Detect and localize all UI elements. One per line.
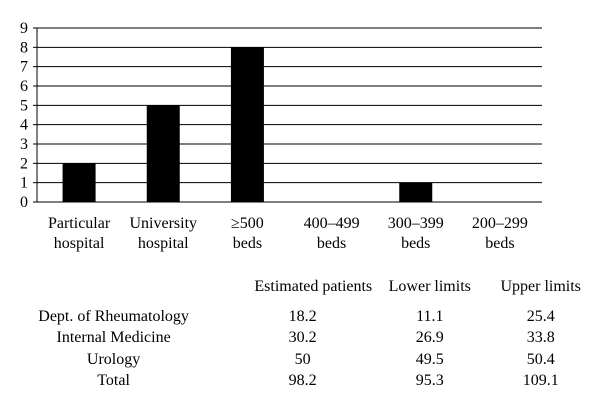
tick-labels: 0 1 2 3 4 5 6 7 8 9 Particular hospital University ho…: [20, 20, 528, 252]
bar: [230, 47, 264, 203]
y-tick-label: 0: [20, 194, 28, 211]
y-tick-label: 2: [20, 155, 28, 172]
gridlines: [37, 27, 542, 184]
table-cell: 50: [294, 350, 311, 368]
table-cell: 109.1: [522, 372, 559, 390]
table-header-cell: Upper limits: [500, 278, 581, 295]
y-tick-label: 8: [20, 39, 28, 56]
axes: [33, 27, 542, 203]
table-row: Total 98.2 95.3 109.1: [0, 371, 600, 393]
table-cell: 49.5: [415, 350, 444, 368]
y-tick-label: 1: [20, 175, 28, 192]
bar-chart: 0 1 2 3 4 5 6 7 8 9 Particular hospital University ho…: [20, 20, 542, 252]
table-header-row: Estimated patients Lower limits Upper li…: [0, 278, 600, 306]
table-cell: 98.2: [288, 372, 317, 390]
table-cell: 30.2: [288, 329, 317, 347]
estimates-table: Estimated patients Lower limits Upper li…: [0, 278, 600, 392]
table-row-label: Dept. of Rheumatology: [38, 307, 189, 325]
table-cell: 50.4: [526, 350, 555, 368]
y-tick-label: 4: [20, 117, 28, 134]
table-cell: 18.2: [288, 307, 317, 325]
table-row-label: Total: [97, 372, 130, 390]
y-tick-label: 9: [20, 20, 28, 37]
table-header-cell: [0, 278, 227, 306]
bar: [146, 105, 180, 202]
table-header-cell: Estimated patients: [254, 278, 373, 295]
x-category-label: Particular hospital: [48, 215, 111, 252]
table-cell: 25.4: [526, 307, 555, 325]
x-category-label: 400–499 beds: [304, 215, 360, 252]
table-row: Dept. of Rheumatology 18.2 11.1 25.4: [0, 306, 600, 328]
x-category-label: ≥500 beds: [231, 215, 264, 252]
x-category-label: 300–399 beds: [388, 215, 444, 252]
x-category-label: 200–299 beds: [472, 215, 528, 252]
table-row-label: Urology: [86, 350, 141, 368]
table-cell: 95.3: [415, 372, 444, 390]
y-tick-label: 6: [20, 78, 28, 95]
table-header-cell: Lower limits: [388, 278, 471, 295]
x-category-label: University hospital: [129, 215, 197, 252]
y-tick-label: 7: [20, 59, 28, 76]
bar: [62, 163, 96, 202]
table-row: Internal Medicine 30.2 26.9 33.8: [0, 328, 600, 350]
table-cell: 33.8: [526, 329, 555, 347]
table-row-label: Internal Medicine: [56, 329, 171, 347]
bars: [62, 47, 433, 203]
y-tick-label: 5: [20, 97, 28, 114]
table-cell: 11.1: [416, 307, 444, 325]
y-tick-label: 3: [20, 136, 28, 153]
table-cell: 26.9: [415, 329, 444, 347]
bar: [399, 182, 433, 202]
table-row: Urology 50 49.5 50.4: [0, 349, 600, 371]
